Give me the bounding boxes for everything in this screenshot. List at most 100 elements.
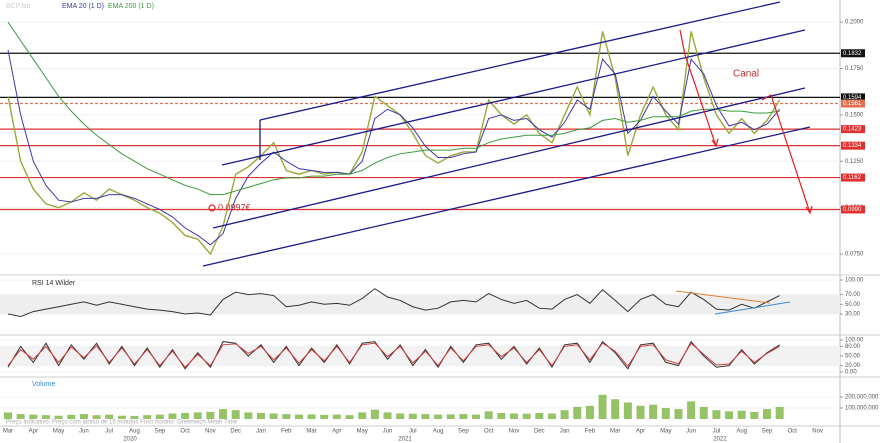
x-tick-label: Sep — [458, 429, 469, 435]
volume-bar — [4, 412, 12, 419]
level-tag — [841, 173, 865, 182]
volume-bar — [320, 414, 329, 419]
series-line — [7, 288, 780, 317]
x-tick-label: May — [660, 429, 671, 435]
x-tick-label: Jul — [105, 429, 113, 435]
volume-bar — [155, 414, 164, 419]
x-tick-label: Apr — [332, 429, 341, 435]
x-tick-label: Oct — [788, 429, 798, 435]
volume-bar — [763, 409, 771, 419]
y-tick-label: 0.0750 — [845, 252, 864, 258]
channel-line — [202, 126, 811, 267]
volume-bar — [434, 414, 443, 419]
x-tick-label: Jun — [383, 429, 393, 435]
y-tick-label: 0.1750 — [845, 66, 864, 72]
footer-note: Preço Indicativo. Preço com atraso de 15… — [6, 420, 238, 426]
y-tick-label: 70.00 — [845, 292, 861, 298]
x-tick-label: Jan — [560, 429, 570, 435]
volume-bar — [269, 413, 278, 419]
trendline — [714, 301, 791, 315]
volume-bar — [560, 410, 569, 419]
volume-bar — [358, 412, 367, 419]
volume-bar — [510, 413, 518, 419]
level-label: 0.1334 — [843, 143, 862, 149]
legend-entry: EMA 20 (1 D) — [62, 3, 104, 10]
volume-bar — [244, 412, 253, 419]
annotation: Canal — [733, 69, 759, 80]
volume-bar — [396, 413, 405, 419]
volume-bar — [92, 415, 101, 419]
x-tick-label: Feb — [585, 429, 596, 435]
level-label: 0.1423 — [843, 127, 862, 133]
volume-bar — [674, 409, 683, 419]
volume-bar — [181, 412, 190, 419]
y-tick-label: 100.00 — [845, 338, 864, 344]
marker — [208, 204, 216, 212]
volume-bar — [130, 415, 139, 419]
channel-line — [259, 1, 781, 121]
volume-bar — [585, 405, 594, 419]
level-tag — [841, 99, 865, 108]
x-tick-label: Nov — [205, 429, 216, 435]
x-tick-label: Jun — [686, 429, 696, 435]
volume-bar — [573, 406, 582, 419]
volume-bar — [649, 404, 658, 419]
volume-bar — [54, 415, 63, 419]
x-tick-label: Nov — [509, 429, 520, 435]
x-tick-label: Dec — [534, 429, 545, 435]
x-tick-label: Aug — [129, 429, 140, 435]
year-label: 2022 — [713, 437, 727, 443]
level-label: 0.1832 — [843, 51, 862, 57]
x-tick-label: Sep — [154, 429, 165, 435]
level-tag — [841, 141, 865, 150]
y-tick-label: 80.00 — [845, 344, 861, 350]
x-tick-label: Mar — [3, 429, 13, 435]
volume-bar — [535, 412, 544, 419]
year-label: 2020 — [123, 437, 137, 443]
volume-bar — [193, 412, 202, 419]
channel-line — [221, 29, 806, 166]
x-tick-label: Jul — [713, 429, 721, 435]
layer: Mar Apr May Jun Jul Aug Sep Oct Nov Dec Jan Feb Mar A… — [0, 20, 879, 443]
y-tick-label: 100.00 — [845, 278, 864, 284]
volume-bar — [383, 412, 392, 419]
volume-bar — [459, 414, 468, 419]
x-tick-label: Oct — [180, 429, 190, 435]
volume-bar — [370, 409, 379, 419]
volume-bar — [725, 411, 734, 419]
volume-bar — [345, 415, 354, 419]
x-tick-label: Sep — [762, 429, 773, 435]
arrows — [208, 29, 813, 215]
x-tick-label: May — [357, 429, 368, 435]
x-tick-label: Aug — [433, 429, 444, 435]
trendline — [675, 290, 771, 304]
series-line — [7, 21, 780, 196]
x-tick-label: Jan — [256, 429, 266, 435]
level-tag — [841, 125, 865, 134]
volume-bar — [168, 413, 177, 419]
x-tick-label: Aug — [736, 429, 747, 435]
y-tick-label: 20.00 — [845, 363, 861, 369]
volume-bar — [446, 414, 455, 419]
x-tick-label: Feb — [281, 429, 292, 435]
y-tick-label: 0.2000 — [845, 20, 864, 26]
y-tick-label: 30.00 — [845, 312, 861, 318]
y-tick-label: 0.00 — [845, 370, 857, 376]
level-label: 0.0990 — [843, 207, 862, 213]
level-tag — [841, 205, 865, 214]
arrow-head — [805, 205, 813, 215]
level-label: 0.1162 — [843, 175, 862, 181]
y-tick-label: 0.1500 — [845, 112, 864, 118]
arrow — [679, 29, 717, 147]
volume-bar — [282, 414, 291, 419]
series-line — [7, 31, 781, 256]
volume-bar — [750, 411, 759, 419]
volume-bar — [294, 414, 303, 419]
volume-bar — [687, 401, 696, 419]
volume-bar — [117, 415, 126, 419]
x-tick-label: Dec — [230, 429, 241, 435]
x-tick-label: Jun — [79, 429, 89, 435]
volume-bar — [41, 415, 50, 419]
volume-bar — [231, 410, 240, 419]
